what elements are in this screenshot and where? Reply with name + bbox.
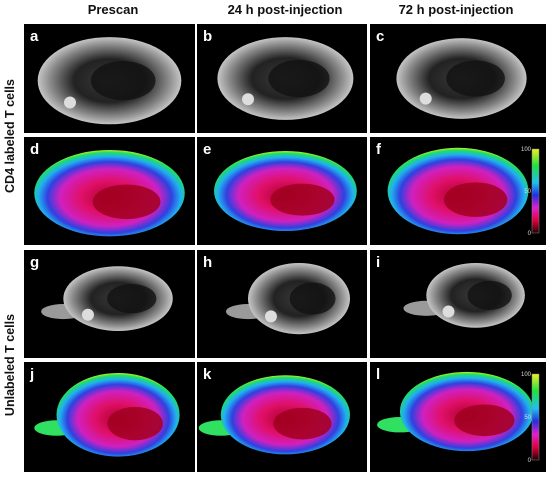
organ [270,183,335,216]
organ [467,280,512,310]
colorbar-tick-label: 0 [528,458,532,464]
panel-label: l [376,366,380,383]
spine [242,93,254,106]
organ [107,284,157,314]
image-panel: e [197,137,367,245]
column-header: Prescan [88,2,139,17]
image-panel: l 100 50 0 [370,362,546,472]
image-panel: j [24,362,195,472]
panel-label: j [29,366,34,383]
panel-label: k [203,366,212,383]
organ [90,61,156,101]
organ [268,59,330,98]
image-panel: g [24,250,195,358]
image-panel: k [197,362,367,472]
column-header: 24 h post-injection [228,2,343,17]
organ [443,182,508,217]
panel-label: f [376,141,382,158]
panel-label: i [376,254,380,271]
organ [446,60,505,97]
row-group-label: CD4 labeled T cells [3,79,17,193]
colorbar [531,148,540,234]
panel-label: a [30,28,39,45]
panel-label: b [203,28,212,45]
image-panel: i [370,250,546,358]
organ [454,404,515,437]
panel-label: e [203,141,211,158]
organ [273,407,332,440]
row-group-label: Unlabeled T cells [3,314,17,416]
panel-label: d [30,141,39,158]
spine [81,308,94,321]
organ [92,184,161,220]
colorbar-tick-label: 100 [521,147,532,153]
column-header: 72 h post-injection [399,2,514,17]
colorbar-tick-label: 50 [524,189,531,195]
panel-label: g [30,254,39,271]
colorbar [531,373,540,461]
organ [107,406,163,441]
colorbar-tick-label: 50 [524,415,531,421]
spine [63,96,76,109]
spine [419,92,432,105]
image-panel: a [24,24,195,133]
image-panel: h [197,250,367,358]
image-panel: f 100 50 0 [370,137,546,245]
panel-label: c [376,28,384,45]
colorbar-tick-label: 0 [528,231,532,237]
image-panel: c [370,24,546,133]
organ [289,282,336,315]
panel-label: h [203,254,212,271]
spine [442,305,455,318]
spine [264,310,277,323]
image-panel: d [24,137,195,245]
colorbar-tick-label: 100 [521,372,532,378]
image-panel: b [197,24,367,133]
